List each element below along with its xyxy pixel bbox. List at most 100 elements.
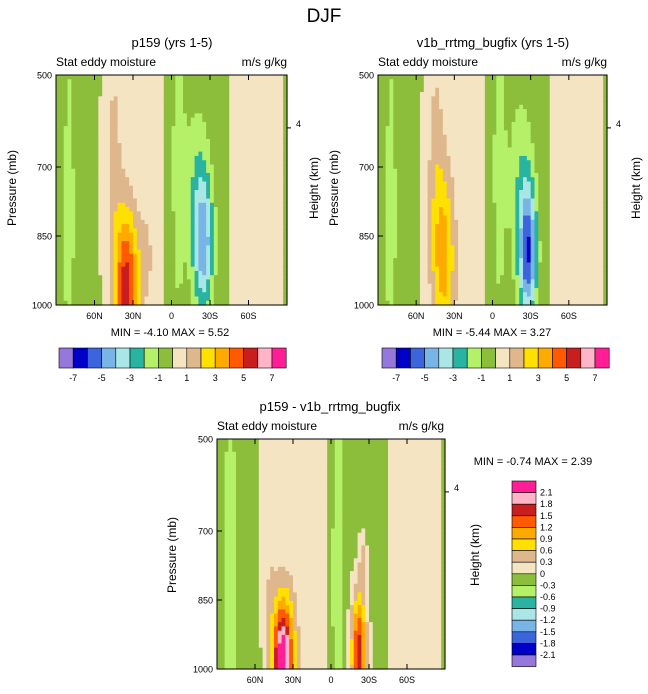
x-tick-label: 60S [561,311,577,321]
colorbar-label: -3 [449,373,457,383]
colorbar-swatch [395,347,411,369]
right-tick-label: 4 [454,483,459,493]
colorbar-swatch [200,347,216,369]
x-tick-label: 30N [125,311,142,321]
colorbar-swatch [452,347,468,369]
colorbar-difference: 2.11.8 1.51.2 0.9 0.60.3 0-0.3 -0.6 -0.9-1.2 -1… [511,480,556,667]
y-axis-label: Pressure (mb) [327,150,341,226]
colorbar-label: 7 [592,373,597,383]
y-tick-label: 1000 [32,301,52,311]
colorbar-swatch [511,619,537,633]
colorbar-swatch [511,631,537,644]
units-label: m/s g/kg [562,55,607,69]
colorbar-label: -5 [98,373,106,383]
y-axis-right-label: Height (km) [307,157,321,219]
colorbar-swatch [58,347,74,369]
contour-field [378,75,608,306]
y-tick-label: 850 [198,596,213,606]
colorbar-swatch [511,608,537,621]
colorbar-label: 3 [536,373,541,383]
colorbar-swatch [509,347,525,369]
x-tick-label: 60S [399,675,415,685]
y-tick-label: 850 [359,232,374,242]
colorbar-label: -1 [154,373,162,383]
y-tick-label: 500 [198,435,213,445]
colorbar-swatch [523,347,539,369]
contour-field [56,75,288,306]
colorbar-label: -1.5 [540,627,556,637]
colorbar-swatch [438,347,454,369]
colorbar-swatch [243,347,259,369]
y-tick-label: 1000 [354,301,374,311]
colorbar-label: 1.8 [540,499,553,509]
colorbar-swatch [143,347,159,369]
colorbar-swatch [511,573,537,586]
colorbar-swatch [580,347,596,369]
colorbar-swatch [101,347,117,369]
colorbar-label: 0.6 [540,546,553,556]
colorbar-swatch [511,527,537,540]
colorbar-label: 7 [269,373,274,383]
colorbar-label: 2.1 [540,488,553,498]
figure-title: DJF [307,6,342,27]
panel-title: p159 (yrs 1-5) [132,35,213,50]
colorbar-label: 0.9 [540,534,553,544]
colorbar-swatch [566,347,582,369]
panel-title: p159 - v1b_rrtmg_bugfix [260,399,401,414]
colorbar-label: -0.3 [540,580,556,590]
colorbar-swatch [594,347,610,369]
contour-field [217,439,446,670]
colorbar-label: -0.9 [540,604,556,614]
colorbar-swatch [511,561,537,575]
colorbar-label: -5 [421,373,429,383]
colorbar-label: 3 [213,373,218,383]
colorbar-swatch [158,347,173,369]
colorbar-label: -1.8 [540,638,556,648]
colorbar-label: -3 [126,373,134,383]
colorbar-swatch [511,643,537,656]
x-tick-label: 30N [446,311,463,321]
x-tick-label: 30S [361,675,377,685]
colorbar-swatch [87,347,102,369]
colorbar-main: -7 -5 -3 -1 1 3 5 7 -7 -5 -3 -1 1 3 5 7 [58,347,610,383]
panel-difference: p159 - v1b_rrtmg_bugfix Stat eddy moistu… [165,399,592,685]
colorbar-swatch [129,347,145,369]
units-label: m/s g/kg [242,55,287,69]
colorbar-swatch [537,347,553,369]
colorbar-label: -0.6 [540,592,556,602]
colorbar-swatch [229,347,244,369]
right-tick-label: 4 [296,119,301,129]
x-tick-label: 30S [523,311,539,321]
min-max-label: MIN = -4.10 MAX = 5.52 [111,327,230,339]
colorbar-swatch [511,515,537,528]
colorbar-swatch [552,347,567,369]
y-axis-label: Pressure (mb) [5,150,19,226]
colorbar-swatch [511,538,537,551]
colorbar-swatch [271,347,287,369]
x-tick-label: 0 [490,311,495,321]
colorbar-label: 5 [241,373,246,383]
colorbar-swatch [511,654,537,667]
colorbar-swatch [214,347,230,369]
y-axis-label: Pressure (mb) [165,517,179,593]
colorbar-label: 1.5 [540,511,553,521]
colorbar-swatch [511,492,537,505]
colorbar-swatch [424,347,440,369]
x-tick-label: 60S [240,311,256,321]
y-tick-label: 700 [198,527,213,537]
colorbar-swatch [257,347,273,369]
units-label: m/s g/kg [399,419,444,433]
x-tick-label: 60N [247,675,264,685]
y-tick-label: 700 [37,163,52,173]
variable-label: Stat eddy moisture [378,55,478,69]
colorbar-label: -7 [392,373,400,383]
colorbar-label: 1 [184,373,189,383]
y-tick-label: 500 [37,71,52,81]
variable-label: Stat eddy moisture [217,419,317,433]
colorbar-swatch [511,480,537,493]
colorbar-swatch [511,550,537,563]
colorbar-swatch [511,596,537,609]
colorbar-swatch [466,347,482,369]
colorbar-swatch [172,347,188,369]
x-tick-label: 30S [202,311,218,321]
